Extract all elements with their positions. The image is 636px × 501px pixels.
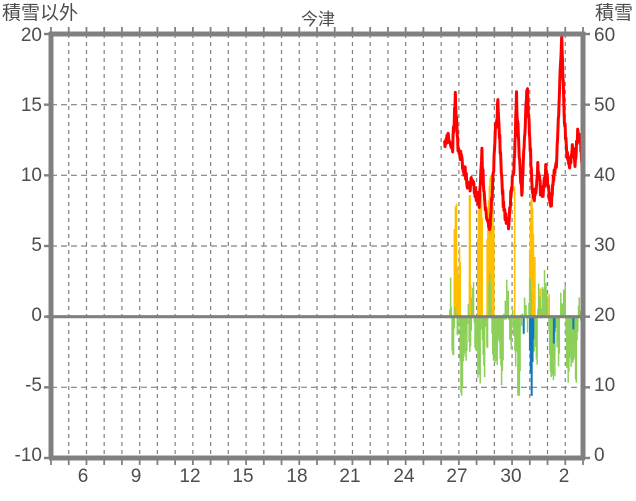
- precipitation-bar: [470, 285, 472, 317]
- temperature-bar: [470, 316, 473, 331]
- temperature-bar: [546, 296, 549, 317]
- plot-frame: [44, 27, 590, 465]
- temperature-bar: [472, 281, 475, 317]
- precipitation-bar: [548, 294, 551, 317]
- temperature-bar: [466, 316, 469, 325]
- temperature-bar: [530, 292, 532, 317]
- temperature-bar: [579, 310, 581, 317]
- right-axis-title: 積雪: [594, 3, 633, 24]
- temperature-bar: [560, 292, 562, 317]
- snow-depth-trace: [443, 34, 584, 232]
- bar-series-layer: [449, 175, 583, 396]
- x-tick-30: 30: [500, 466, 522, 487]
- temperature-bar: [467, 304, 470, 317]
- temperature-bar: [523, 297, 526, 317]
- temperature-bar: [450, 307, 453, 317]
- x-tick-24: 24: [393, 466, 415, 487]
- precipitation-bar: [493, 226, 495, 317]
- x-tick-12: 12: [179, 466, 201, 487]
- temperature-bar: [502, 316, 504, 361]
- temperature-bar: [575, 316, 578, 383]
- precipitation-bar: [459, 261, 462, 317]
- temperature-bar: [541, 287, 544, 317]
- precipitation-bar: [534, 256, 536, 317]
- temperature-bar: [463, 316, 466, 354]
- temperature-bar: [480, 316, 482, 330]
- temperature-bar: [526, 316, 529, 333]
- temperature-bar: [449, 277, 452, 317]
- x-tick-9: 9: [130, 466, 142, 487]
- precipitation-bar: [481, 218, 483, 317]
- temperature-bar: [510, 316, 512, 349]
- precipitation-bar: [469, 195, 471, 317]
- temperature-bar: [539, 296, 541, 317]
- temperature-bar: [466, 316, 468, 352]
- temperature-bar: [520, 316, 523, 327]
- x-tick-27: 27: [446, 466, 468, 487]
- temperature-bar: [486, 316, 489, 349]
- temperature-bar: [511, 316, 513, 328]
- temperature-bar: [558, 316, 561, 354]
- temperature-bar: [469, 316, 472, 347]
- temperature-bar: [453, 316, 456, 329]
- precipitation-bar: [455, 203, 458, 317]
- temperature-bar: [455, 309, 457, 317]
- precipitation-bar: [453, 229, 456, 317]
- temperature-bar: [504, 300, 507, 317]
- temperature-bar: [490, 307, 493, 317]
- temperature-bar: [479, 316, 481, 384]
- temperature-bar: [489, 283, 492, 317]
- precipitation-bar: [454, 206, 457, 317]
- temperature-bar: [452, 316, 455, 356]
- x-tick-15: 15: [232, 466, 254, 487]
- secondary-bar: [532, 316, 535, 340]
- temperature-bar: [536, 316, 538, 365]
- temperature-bar: [483, 316, 486, 378]
- temperature-bar: [457, 316, 459, 335]
- temperature-bar: [577, 316, 579, 332]
- secondary-bar: [522, 316, 525, 334]
- chart-title: 今津: [301, 10, 335, 29]
- temperature-bar: [519, 316, 521, 372]
- temperature-bar: [496, 316, 498, 365]
- precipitation-bar: [456, 267, 459, 317]
- snow-depth-line: [443, 34, 584, 232]
- temperature-bar: [511, 310, 514, 317]
- x-tick-6: 6: [77, 466, 89, 487]
- secondary-bar: [553, 316, 556, 333]
- temperature-bar: [507, 290, 510, 317]
- x-tick-21: 21: [339, 466, 361, 487]
- temperature-bar: [561, 303, 564, 317]
- secondary-bar: [572, 316, 575, 330]
- precipitation-bar: [532, 233, 535, 317]
- temperature-bar: [564, 285, 566, 317]
- temperature-bar: [554, 316, 556, 377]
- temperature-bar: [578, 297, 581, 317]
- x-tick-2: 2: [558, 466, 570, 487]
- x-tick-18: 18: [286, 466, 308, 487]
- left-axis-title: 積雪以外: [2, 3, 79, 24]
- temperature-bar: [525, 304, 527, 317]
- precipitation-bar: [513, 186, 516, 317]
- gridlines: [51, 34, 583, 458]
- temperature-bar: [484, 316, 487, 327]
